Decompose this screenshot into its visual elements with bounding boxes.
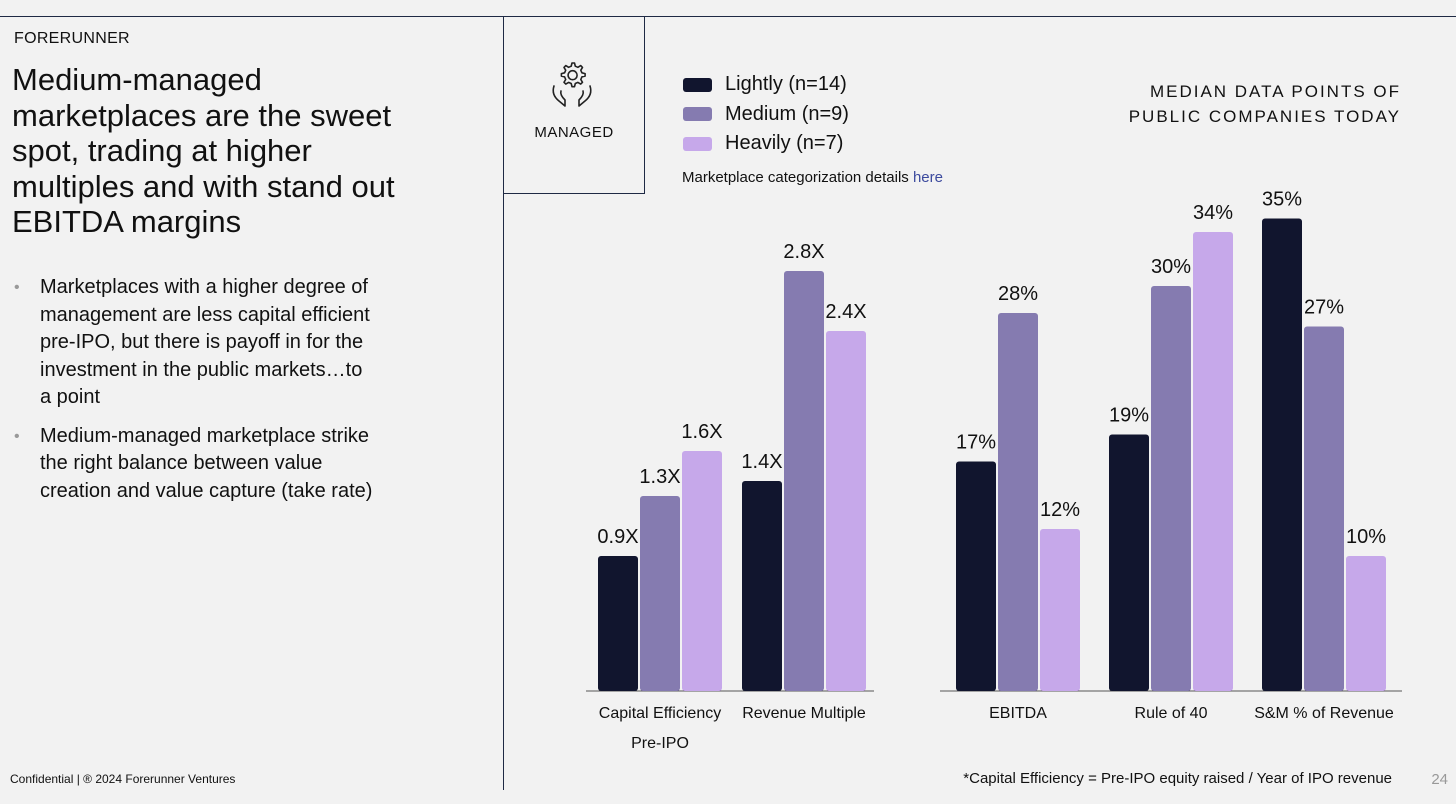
bar-s-m-of-revenue-medium (1304, 326, 1344, 691)
category-label: S&M % of Revenue (1254, 705, 1394, 722)
data-label: 10% (1346, 526, 1386, 548)
data-label: 27% (1304, 297, 1344, 319)
bar-capital-efficiency-pre-ipo-lightly (598, 556, 638, 691)
legend: Lightly (n=14) Medium (n=9) Heavily (n=7… (683, 70, 849, 159)
bullet-list: Marketplaces with a higher degree of man… (14, 274, 374, 516)
data-label: 17% (956, 432, 996, 454)
bar-ebitda-heavily (1040, 529, 1080, 691)
gear-in-hands-icon (552, 62, 592, 107)
bar-capital-efficiency-pre-ipo-medium (640, 496, 680, 691)
data-label: 1.3X (639, 466, 680, 488)
managed-label: MANAGED (534, 124, 614, 141)
data-label: 12% (1040, 499, 1080, 521)
category-label: Pre-IPO (631, 735, 689, 752)
vertical-divider (503, 16, 504, 790)
legend-item-heavily: Heavily (n=7) (683, 129, 849, 159)
category-label: EBITDA (989, 705, 1047, 722)
footnote: *Capital Efficiency = Pre-IPO equity rai… (963, 770, 1392, 787)
legend-label-medium: Medium (n=9) (725, 102, 849, 125)
bar-revenue-multiple-heavily (826, 331, 866, 691)
data-label: 35% (1262, 189, 1302, 211)
bar-rule-of-40-medium (1151, 286, 1191, 691)
bar-capital-efficiency-pre-ipo-heavily (682, 451, 722, 691)
legend-swatch-lightly (683, 77, 712, 92)
bar-rule-of-40-lightly (1109, 434, 1149, 691)
data-label: 30% (1151, 256, 1191, 278)
legend-item-lightly: Lightly (n=14) (683, 70, 849, 100)
page-title: Medium-managed marketplaces are the swee… (12, 62, 395, 239)
bar-s-m-of-revenue-heavily (1346, 556, 1386, 691)
category-label: Capital Efficiency (599, 705, 721, 722)
legend-swatch-heavily (683, 136, 712, 151)
legend-swatch-medium (683, 107, 712, 122)
data-label: 28% (998, 283, 1038, 305)
data-label: 2.8X (783, 241, 824, 263)
median-title: MEDIAN DATA POINTS OF PUBLIC COMPANIES T… (1129, 79, 1401, 129)
median-title-line-2: PUBLIC COMPANIES TODAY (1128, 107, 1401, 126)
bullet-item: Marketplaces with a higher degree of man… (14, 274, 374, 412)
median-title-line-1: MEDIAN DATA POINTS OF (1149, 82, 1401, 101)
confidential-note: Confidential | ® 2024 Forerunner Venture… (10, 772, 236, 786)
category-label: Revenue Multiple (742, 705, 866, 722)
legend-label-lightly: Lightly (n=14) (725, 73, 847, 96)
page-number: 24 (1431, 771, 1448, 788)
bullet-item: Medium-managed marketplace strike the ri… (14, 423, 374, 506)
top-rule (0, 16, 1456, 17)
categorization-note: Marketplace categorization details here (682, 169, 943, 186)
data-label: 34% (1193, 202, 1233, 224)
data-label: 2.4X (825, 301, 866, 323)
brand-name: FORERUNNER (14, 30, 130, 47)
categorization-link[interactable]: here (912, 169, 943, 186)
data-label: 1.6X (681, 421, 722, 443)
bar-ebitda-lightly (956, 461, 996, 691)
managed-box: MANAGED (503, 16, 645, 194)
data-label: 1.4X (741, 451, 782, 473)
categorization-text: Marketplace categorization details (682, 169, 913, 186)
bar-revenue-multiple-lightly (742, 481, 782, 691)
legend-item-medium: Medium (n=9) (683, 100, 849, 130)
category-label: Rule of 40 (1135, 705, 1208, 722)
bar-revenue-multiple-medium (784, 271, 824, 691)
bar-rule-of-40-heavily (1193, 232, 1233, 691)
data-label: 0.9X (597, 526, 638, 548)
bar-ebitda-medium (998, 313, 1038, 691)
bar-s-m-of-revenue-lightly (1262, 218, 1302, 691)
legend-label-heavily: Heavily (n=7) (725, 132, 844, 155)
data-label: 19% (1109, 405, 1149, 427)
